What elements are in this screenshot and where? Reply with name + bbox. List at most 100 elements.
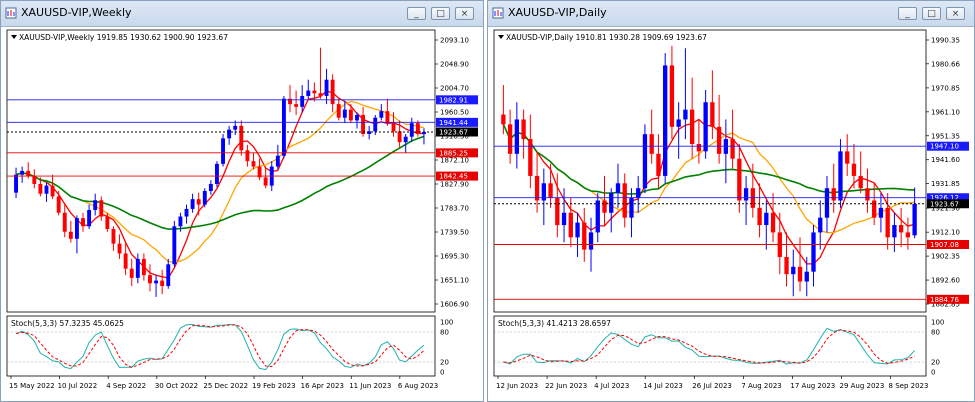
candle-body <box>397 131 402 143</box>
candle-body <box>294 104 299 107</box>
level-price-tag <box>436 148 478 158</box>
candle-body <box>831 188 836 201</box>
price-tick-label: 1961.10 <box>931 108 960 116</box>
daily-title-bar[interactable]: XAUUSD-VIP,Daily _ □ × <box>488 1 974 27</box>
candle-body <box>615 183 621 194</box>
candle-body <box>858 175 863 189</box>
date-tick-label: 15 May 2022 <box>9 382 55 390</box>
date-tick-label: 25 Dec 2022 <box>203 382 248 390</box>
candle-body <box>568 212 573 238</box>
candle-body <box>865 188 870 201</box>
close-button[interactable]: × <box>455 7 474 20</box>
candle-body <box>804 271 809 282</box>
candle-body <box>318 93 323 96</box>
stochastic-header: Stoch(5,3,3) 41.4213 28.6597 <box>498 319 611 328</box>
candle-body <box>797 266 803 282</box>
candle-body <box>710 102 715 127</box>
price-tick-label: 1872.10 <box>440 157 469 165</box>
price-tick-label: 1916.30 <box>440 133 469 141</box>
stochastic-panel-frame <box>493 315 927 377</box>
candle-body <box>757 207 762 226</box>
chart-header-ohlc: XAUUSD-VIP,Weekly 1919.85 1930.62 1900.9… <box>19 33 228 42</box>
level-price-tag <box>436 117 478 127</box>
candle-body <box>68 231 73 239</box>
stochastic-tick-label: 80 <box>440 329 449 337</box>
level-price-tag <box>927 294 969 304</box>
price-tick-label: 1970.85 <box>931 84 960 92</box>
level-price-label: 1842.45 <box>439 173 468 181</box>
level-price-tag <box>436 95 478 105</box>
restore-button[interactable]: □ <box>431 7 450 20</box>
candle-body <box>361 114 366 134</box>
stochastic-tick-label: 100 <box>440 319 453 327</box>
candle-body <box>818 217 823 233</box>
level-price-tag <box>436 171 478 181</box>
candle-body <box>239 125 244 151</box>
chart-menu-arrow-icon <box>498 35 504 39</box>
daily-chart-canvas[interactable]: XAUUSD-VIP,Daily 1910.81 1930.28 1909.69… <box>488 26 974 401</box>
price-tick-label: 2048.90 <box>440 61 469 69</box>
candle-body <box>385 111 390 124</box>
candle-body <box>87 210 92 227</box>
candle-body <box>743 188 749 201</box>
candle-body <box>582 222 587 250</box>
candle-body <box>281 98 286 156</box>
candle-body <box>251 161 256 167</box>
date-tick-label: 4 Sep 2022 <box>106 382 146 390</box>
candle-body <box>190 199 195 209</box>
candle-body <box>716 126 722 154</box>
candle-body <box>367 131 372 134</box>
stochastic-tick-label: 0 <box>440 369 444 377</box>
price-tick-label: 1651.10 <box>440 277 469 285</box>
candle-body <box>507 124 513 154</box>
level-price-label: 1926.12 <box>930 194 959 202</box>
candle-body <box>609 193 614 213</box>
weekly-title-bar[interactable]: XAUUSD-VIP,Weekly _ □ × <box>1 1 483 27</box>
level-price-label: 1941.44 <box>439 119 468 127</box>
candle-body <box>148 275 152 284</box>
price-tick-label: 1902.35 <box>931 253 960 261</box>
weekly-chart-canvas[interactable]: XAUUSD-VIP,Weekly 1919.85 1930.62 1900.9… <box>1 26 483 401</box>
candle-body <box>32 176 37 184</box>
candle-body <box>649 134 654 154</box>
price-tick-label: 1783.70 <box>440 205 469 213</box>
close-button[interactable]: × <box>946 7 965 20</box>
chart-header-ohlc: XAUUSD-VIP,Daily 1910.81 1930.28 1909.69… <box>506 33 707 42</box>
price-tick-label: 1912.10 <box>931 229 960 237</box>
candle-body <box>154 280 159 284</box>
candle-body <box>845 151 850 164</box>
price-tick-label: 1695.30 <box>440 253 469 261</box>
stochastic-main-line <box>503 327 915 365</box>
candle-body <box>764 212 769 226</box>
candle-body <box>770 212 776 233</box>
date-tick-label: 16 Apr 2023 <box>301 382 344 390</box>
date-tick-label: 8 Sep 2023 <box>889 382 929 390</box>
candle-body <box>409 123 414 137</box>
candle-body <box>703 102 708 152</box>
candle-body <box>656 153 661 176</box>
weekly-chart-window: XAUUSD-VIP,Weekly _ □ × XAUUSD-VIP,Weekl… <box>0 0 484 402</box>
minimize-button[interactable]: _ <box>898 7 917 20</box>
restore-button[interactable]: □ <box>922 7 941 20</box>
candle-body <box>20 170 25 175</box>
candle-body <box>905 232 911 238</box>
candle-body <box>288 98 292 105</box>
stochastic-tick-label: 20 <box>440 359 449 367</box>
price-tick-label: 1882.85 <box>931 301 960 309</box>
candle-body <box>403 136 408 143</box>
minimize-button[interactable]: _ <box>407 7 426 20</box>
candle-body <box>233 125 238 130</box>
candle-body <box>215 163 219 184</box>
stochastic-signal-line <box>503 329 915 364</box>
price-tick-label: 1827.90 <box>440 181 469 189</box>
price-tick-label: 1892.60 <box>931 277 960 285</box>
chart-app-icon <box>492 7 504 19</box>
price-tick-label: 1931.85 <box>931 180 960 188</box>
candle-body <box>227 129 232 139</box>
price-tick-label: 1951.35 <box>931 132 960 140</box>
date-tick-label: 22 Jun 2023 <box>545 382 587 390</box>
date-tick-label: 30 Oct 2022 <box>155 382 198 390</box>
level-price-tag <box>927 141 969 151</box>
candle-body <box>730 139 735 159</box>
candle-body <box>391 123 396 132</box>
